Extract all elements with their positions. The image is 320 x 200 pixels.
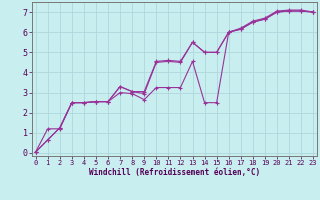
X-axis label: Windchill (Refroidissement éolien,°C): Windchill (Refroidissement éolien,°C) <box>89 168 260 177</box>
